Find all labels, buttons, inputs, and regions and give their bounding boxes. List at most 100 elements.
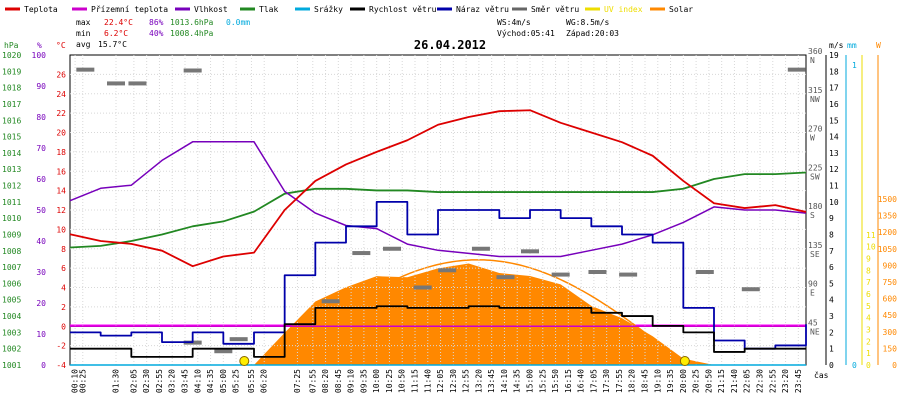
x-tick-label: 00:25 xyxy=(78,369,87,393)
wind-direction-mark xyxy=(496,275,515,280)
wind-direction-layer xyxy=(76,67,806,354)
legend-label-naraz-vetru: Náraz větru xyxy=(456,5,509,14)
pressure-tick-label: 1019 xyxy=(2,67,21,76)
uv-tick-label: 10 xyxy=(866,243,876,252)
wind-speed-tick-label: 16 xyxy=(829,100,839,109)
temperature-tick-label: -4 xyxy=(56,361,66,370)
wind-direction-mark xyxy=(183,68,202,73)
legend-item-teplota: Teplota xyxy=(5,5,58,14)
wind-direction-mark xyxy=(229,337,248,342)
x-tick-label: 07:55 xyxy=(308,369,317,393)
uv-tick-label: 8 xyxy=(866,266,871,275)
uv-marker xyxy=(239,356,250,366)
wind-dir-tick-value: 180 xyxy=(808,202,823,211)
legend-label-vlhkost: Vlhkost xyxy=(194,5,228,14)
x-tick-label: 02:05 xyxy=(129,369,138,393)
legend-item-srazky: Srážky xyxy=(295,5,343,14)
x-tick-label: 19:35 xyxy=(666,369,675,393)
solar-tick-label: 1200 xyxy=(878,228,897,237)
x-tick-label: 15:50 xyxy=(551,369,560,393)
solar-tick-label: 150 xyxy=(883,344,898,353)
legend-item-vlhkost: Vlhkost xyxy=(175,5,228,14)
series-line-nrazvtru xyxy=(70,200,807,350)
legend-label-uv-index: UV index xyxy=(604,5,643,14)
wind-speed-tick-label: 9 xyxy=(829,214,834,223)
stat-max-rain: 0.0mm xyxy=(226,18,250,27)
solar-layer xyxy=(70,259,806,366)
x-tick-label: 20:50 xyxy=(704,369,713,393)
wind-speed-tick-label: 14 xyxy=(829,133,839,142)
wind-dir-tick-letter: E xyxy=(810,289,815,298)
pressure-tick-label: 1004 xyxy=(2,312,21,321)
x-tick-label: 15:25 xyxy=(538,369,547,393)
temperature-tick-label: 20 xyxy=(56,129,66,138)
wind-speed-tick-label: 19 xyxy=(829,51,839,60)
wind-dir-tick-value: 315 xyxy=(808,86,823,95)
wind-speed-tick-label: 5 xyxy=(829,279,834,288)
wind-speed-tick-label: 2 xyxy=(829,328,834,337)
x-tick-label: 05:00 xyxy=(219,369,228,393)
temperature-tick-label: 8 xyxy=(61,245,66,254)
pressure-tick-label: 1003 xyxy=(2,328,21,337)
stat-min-press: 1008.4hPa xyxy=(170,29,214,38)
x-tick-label: 20:25 xyxy=(692,369,701,393)
wind-speed-tick-label: 7 xyxy=(829,247,834,256)
time-axis-label: čas xyxy=(814,370,829,380)
legend-label-srazky: Srážky xyxy=(314,5,343,14)
info-sunrise: Východ:05:41 xyxy=(497,29,555,38)
wind-direction-mark xyxy=(76,67,95,72)
legend-label-teplota: Teplota xyxy=(24,5,58,14)
uv-layer xyxy=(239,356,690,366)
x-tick-label: 10:25 xyxy=(385,369,394,393)
x-tick-label: 11:15 xyxy=(411,369,420,393)
uv-tick-label: 2 xyxy=(866,337,871,346)
temperature-tick-label: 16 xyxy=(56,167,66,176)
uv-tick-label: 6 xyxy=(866,290,871,299)
wind-direction-mark xyxy=(787,67,806,72)
humidity-tick-label: 100 xyxy=(32,51,47,60)
temperature-tick-label: 6 xyxy=(61,264,66,273)
x-tick-label: 06:20 xyxy=(260,369,269,393)
x-tick-label: 13:20 xyxy=(474,369,483,393)
wind-speed-tick-label: 4 xyxy=(829,296,834,305)
wind-direction-mark xyxy=(214,349,233,354)
wind-direction-mark xyxy=(413,285,432,290)
pressure-tick-label: 1016 xyxy=(2,116,21,125)
legend-item-rychlost-vetru: Rychlost větru xyxy=(350,5,437,14)
x-tick-label: 17:30 xyxy=(602,369,611,393)
uv-tick-label: 3 xyxy=(866,325,871,334)
wind-dir-tick-value: 45 xyxy=(808,318,818,327)
wind-direction-mark xyxy=(619,272,638,277)
legend-label-rychlost-vetru: Rychlost větru xyxy=(369,5,437,14)
wind-direction-mark xyxy=(695,270,714,274)
temperature-tick-label: 14 xyxy=(56,187,66,196)
x-tick-label: 16:15 xyxy=(564,369,573,393)
legend-item-naraz-vetru: Náraz větru xyxy=(437,5,509,14)
stat-min-hum: 40% xyxy=(149,29,164,38)
wind-dir-tick-letter: SW xyxy=(810,172,820,181)
chart-title: 26.04.2012 xyxy=(414,38,486,52)
x-tick-label: 18:20 xyxy=(628,369,637,393)
wind-dir-tick-letter: N xyxy=(810,56,815,65)
pressure-tick-label: 1018 xyxy=(2,84,21,93)
legend-label-tlak: Tlak xyxy=(259,5,278,14)
pressure-tick-label: 1014 xyxy=(2,149,21,158)
uv-marker xyxy=(679,356,690,366)
humidity-tick-label: 50 xyxy=(36,206,46,215)
wind-direction-mark xyxy=(521,249,539,254)
axis-unit-solar: W xyxy=(876,41,881,50)
axis-unit-rain: mm xyxy=(847,41,857,50)
axis-unit-pressure: hPa xyxy=(4,41,19,50)
x-tick-label: 21:40 xyxy=(730,369,739,393)
stat-max-temp: 22.4°C xyxy=(104,18,133,27)
humidity-tick-label: 80 xyxy=(36,113,46,122)
x-tick-label: 17:05 xyxy=(589,369,598,393)
x-tick-label: 02:30 xyxy=(142,369,151,393)
axis-unit-wind: m/s xyxy=(829,41,844,50)
solar-tick-label: 900 xyxy=(883,261,898,270)
info-sunset: Západ:20:03 xyxy=(566,29,619,38)
x-tick-label: 12:30 xyxy=(449,369,458,393)
x-tick-label: 10:50 xyxy=(398,369,407,393)
wind-direction-mark xyxy=(588,270,607,274)
x-tick-label: 08:20 xyxy=(321,369,330,393)
